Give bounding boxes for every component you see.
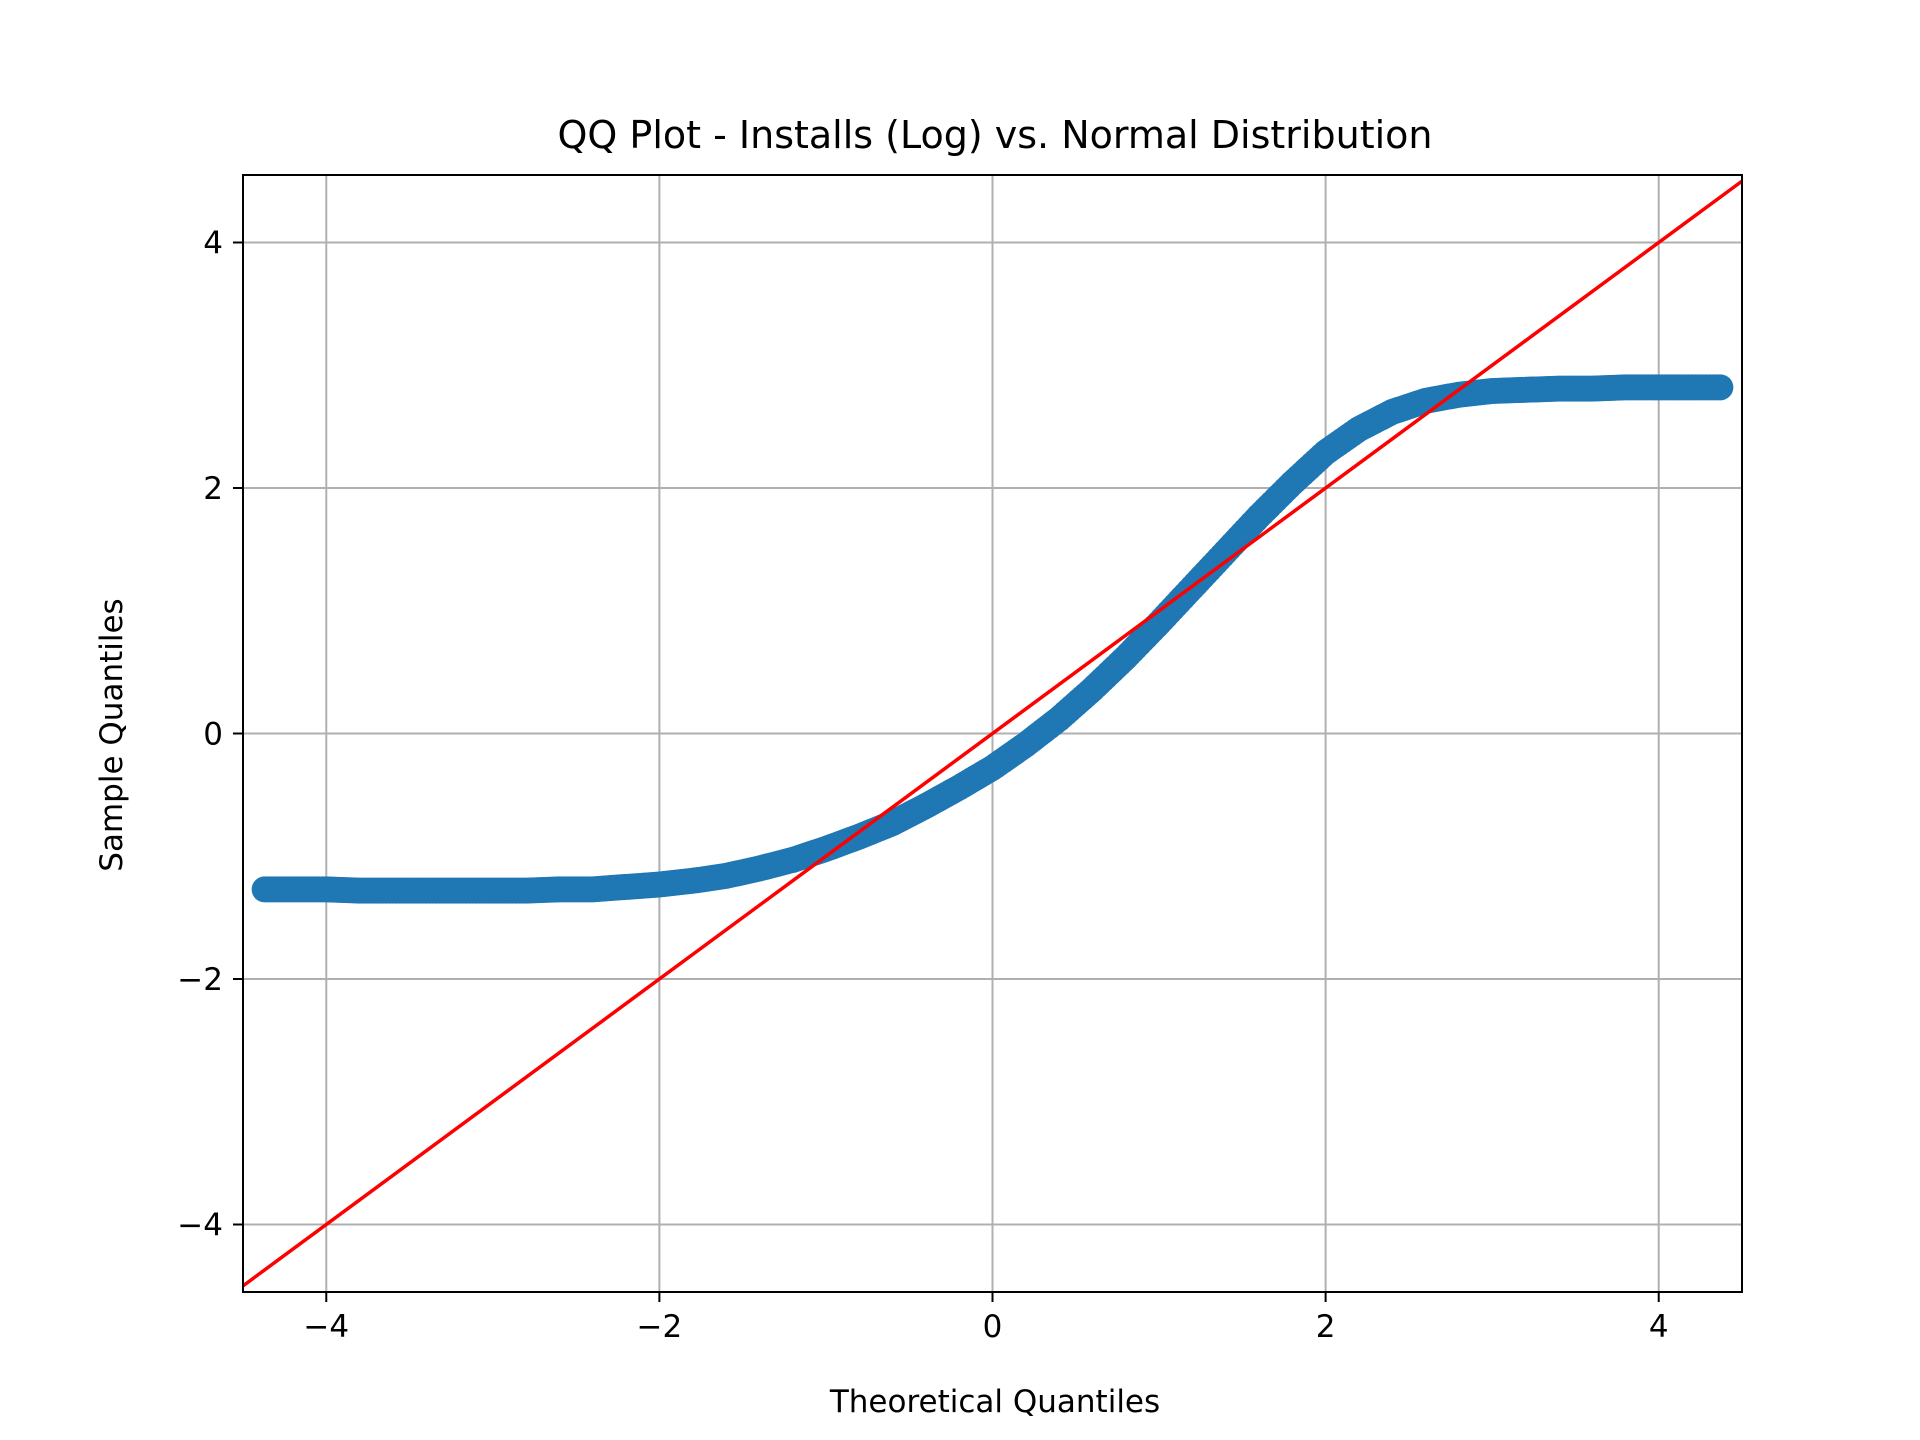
axes: −4 −2 0 2 4 −4 −2 0 2 4 <box>177 174 1743 1345</box>
x-axis-label: Theoretical Quantiles <box>829 1384 1160 1420</box>
reference-line <box>243 179 1742 1288</box>
x-tick-label: −4 <box>303 1309 349 1345</box>
y-tick-label: −4 <box>177 1207 223 1243</box>
y-axis-label: Sample Quantiles <box>94 598 130 871</box>
y-tick-label: −2 <box>177 962 223 998</box>
x-tick-label: 2 <box>1316 1309 1336 1345</box>
y-tick-label: 0 <box>203 717 223 753</box>
x-tick-label: −2 <box>637 1309 683 1345</box>
qq-point <box>1707 374 1734 401</box>
x-tick-label: 4 <box>1649 1309 1669 1345</box>
x-tick-label: 0 <box>983 1309 1003 1345</box>
y-tick-label: 4 <box>203 226 223 262</box>
y-tick-label: 2 <box>203 471 223 507</box>
chart-title: QQ Plot - Installs (Log) vs. Normal Dist… <box>558 113 1433 157</box>
data-layer <box>243 179 1742 1288</box>
